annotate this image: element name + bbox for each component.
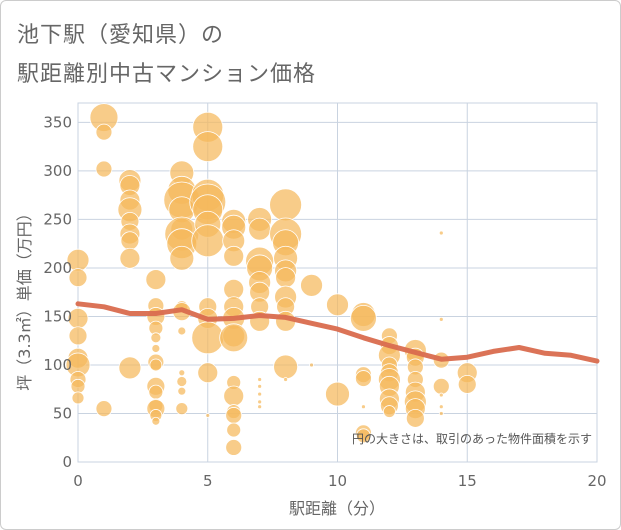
x-tick-label: 20 [587, 472, 606, 490]
bubble-point [257, 399, 263, 405]
bubble-point [177, 326, 187, 336]
bubble-point [68, 268, 88, 288]
bubble-point [438, 392, 444, 398]
bubble-point [205, 413, 211, 418]
bubble-point [151, 344, 161, 353]
bubble-point [438, 230, 444, 236]
bubble-point [248, 217, 272, 241]
bubble-point [309, 362, 314, 368]
bubble-point [350, 304, 377, 332]
bubble-series [65, 103, 478, 456]
bubble-point [148, 384, 164, 400]
x-tick-label: 15 [458, 472, 477, 490]
bubble-point [145, 269, 167, 290]
bubble-point [178, 369, 186, 377]
bubble-point [177, 386, 187, 396]
bubble-point [192, 131, 224, 163]
bubble-point [361, 404, 366, 410]
bubble-point [118, 356, 142, 380]
size-annotation: 円の大きさは、取引のあった物件面積を示す [352, 431, 592, 446]
bubble-point [191, 224, 225, 258]
bubble-point [223, 278, 245, 300]
bubble-point [175, 402, 189, 416]
x-tick-label: 5 [203, 472, 213, 490]
x-tick-label: 10 [328, 472, 347, 490]
y-tick-label: 300 [43, 162, 72, 180]
y-tick-label: 350 [43, 113, 72, 131]
bubble-point [438, 404, 444, 410]
bubble-point [119, 247, 141, 269]
bubble-point [176, 376, 188, 387]
bubble-point [257, 391, 263, 397]
bubble-point [457, 374, 477, 394]
y-tick-label: 250 [43, 210, 72, 228]
bubble-point [432, 377, 450, 395]
bubble-point [382, 405, 396, 418]
bubble-point [95, 400, 113, 418]
bubble-point [95, 160, 113, 178]
y-tick-label: 0 [62, 453, 72, 471]
bubble-point [226, 422, 242, 438]
x-axis-title: 駅距離（分） [289, 499, 385, 518]
bubble-point [325, 381, 350, 407]
y-tick-label: 150 [43, 307, 72, 325]
bubble-point [151, 416, 161, 426]
bubble-point [95, 123, 113, 141]
y-tick-label: 200 [43, 259, 72, 277]
bubble-point [150, 332, 162, 344]
bubble-point [71, 391, 85, 405]
y-tick-label: 50 [53, 404, 72, 422]
bubble-point [223, 245, 245, 267]
bubble-point [273, 354, 299, 380]
bubble-point [269, 188, 303, 222]
y-tick-label: 100 [43, 356, 72, 374]
trend-line [75, 301, 600, 364]
bubble-point [191, 321, 225, 355]
y-tick-labels: 0 50 100 150 200 250 300 350 [43, 113, 72, 471]
bubble-point [70, 378, 86, 394]
bubble-point [438, 316, 444, 322]
bubble-point [275, 267, 297, 289]
bubble-point [283, 377, 289, 382]
page-title-line2: 駅距離別中古マンション価格 [17, 62, 317, 87]
y-axis-title: 坪（3.3㎡）単価（万円） [15, 205, 34, 390]
bubble-point [356, 428, 371, 444]
bubble-point [257, 383, 263, 389]
bubble-point [405, 408, 425, 428]
bubble-point [219, 323, 249, 353]
bubble-point [257, 404, 263, 410]
bubble-point [68, 326, 88, 346]
bubble-point [225, 439, 243, 456]
bubble-point [223, 385, 245, 407]
page-title-line1: 池下駅（愛知県）の [17, 23, 225, 48]
x-tick-label: 0 [73, 472, 83, 490]
bubble-point [326, 293, 349, 317]
bubble-point [300, 274, 323, 297]
bubble-point [149, 358, 163, 372]
bubble-point [438, 411, 444, 416]
bubble-point [355, 370, 372, 387]
bubble-point [120, 231, 140, 251]
bubble-point [197, 362, 219, 384]
bubble-point [225, 407, 243, 424]
x-tick-labels: 0 5 10 15 20 [73, 472, 606, 490]
bubble-point [169, 245, 195, 271]
bubble-point [257, 377, 263, 382]
